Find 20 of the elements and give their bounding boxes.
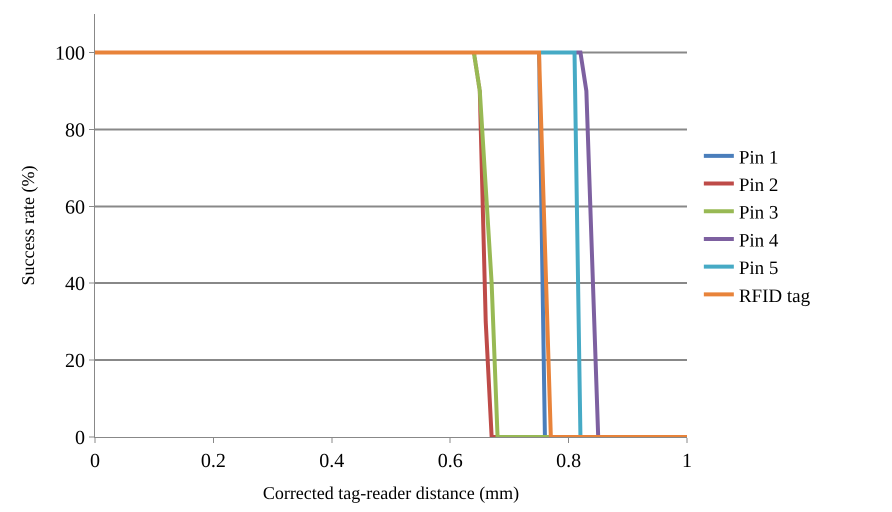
x-tick-label: 0.6 xyxy=(438,450,463,472)
x-tick-label: 0 xyxy=(90,450,100,472)
x-axis-title: Corrected tag-reader distance (mm) xyxy=(262,483,520,504)
legend-label: Pin 4 xyxy=(738,230,779,252)
x-tick-label: 0.8 xyxy=(556,450,582,472)
y-tick-label: 100 xyxy=(55,42,85,64)
legend-label: Pin 3 xyxy=(738,202,778,224)
y-tick-label: 80 xyxy=(65,119,85,142)
y-axis-title: Success rate (%) xyxy=(18,166,38,286)
y-tick-label: 0 xyxy=(75,427,85,449)
x-tick-label: 0.4 xyxy=(319,450,344,472)
x-tick-label: 0.2 xyxy=(200,450,226,472)
legend-label: Pin 1 xyxy=(738,147,778,168)
y-tick-label: 40 xyxy=(65,273,85,296)
legend-label: Pin 2 xyxy=(738,174,778,196)
legend-label: RFID tag xyxy=(738,286,811,307)
legend-label: Pin 5 xyxy=(738,258,778,280)
x-tick-label: 1 xyxy=(682,450,692,472)
y-tick-label: 60 xyxy=(65,196,85,218)
y-tick-label: 20 xyxy=(65,350,85,372)
